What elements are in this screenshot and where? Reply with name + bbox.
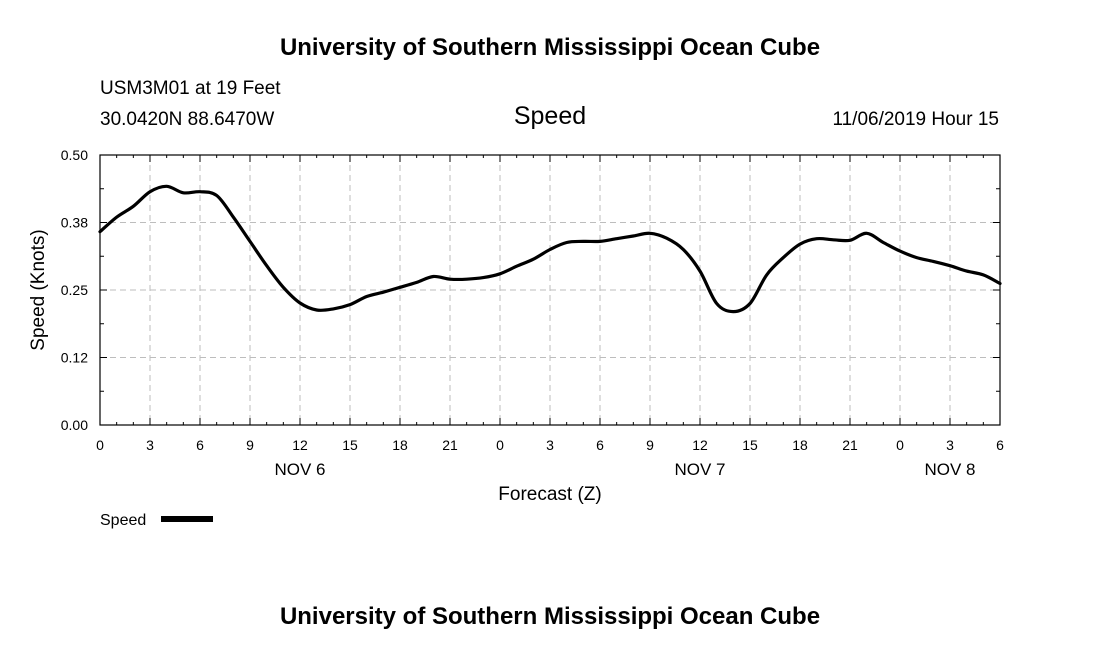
series-layer — [98, 184, 1002, 314]
date-label: NOV 6 — [274, 460, 325, 479]
date-label: NOV 7 — [674, 460, 725, 479]
y-tick-label: 0.50 — [61, 147, 88, 163]
date-label: NOV 8 — [924, 460, 975, 479]
y-axis-label: Speed (Knots) — [28, 229, 49, 350]
y-tick-label: 0.38 — [61, 215, 88, 231]
timestamp-label: 11/06/2019 Hour 15 — [832, 109, 999, 130]
x-tick-label: 0 — [496, 437, 504, 453]
station-label: USM3M01 at 19 Feet — [100, 78, 281, 99]
x-tick-label: 15 — [342, 437, 358, 453]
legend-swatch — [161, 516, 213, 522]
plot-frame — [99, 154, 1001, 426]
x-tick-label: 21 — [442, 437, 458, 453]
gridlines — [100, 155, 1000, 425]
x-tick-label: 9 — [246, 437, 254, 453]
coordinates-label: 30.0420N 88.6470W — [100, 109, 274, 130]
x-tick-label: 0 — [96, 437, 104, 453]
x-tick-label: 3 — [146, 437, 154, 453]
x-tick-label: 6 — [596, 437, 604, 453]
x-tick-label: 6 — [196, 437, 204, 453]
legend-label: Speed — [100, 512, 146, 529]
x-tick-label: 6 — [996, 437, 1004, 453]
x-tick-label: 3 — [546, 437, 554, 453]
y-tick-labels: 0.00 0.12 0.25 0.38 0.50 — [61, 147, 88, 433]
x-tick-label: 18 — [792, 437, 808, 453]
x-tick-label: 0 — [896, 437, 904, 453]
chart-title: University of Southern Mississippi Ocean… — [280, 34, 820, 61]
y-tick-label: 0.25 — [61, 282, 88, 298]
x-tick-label: 12 — [292, 437, 308, 453]
y-tick-label: 0.12 — [61, 350, 88, 366]
legend: Speed — [100, 512, 213, 529]
date-labels: NOV 6 NOV 7 NOV 8 — [274, 460, 975, 479]
variable-title: Speed — [514, 102, 586, 130]
x-tick-label: 9 — [646, 437, 654, 453]
speed-series-line — [98, 184, 1002, 314]
x-tick-label: 21 — [842, 437, 858, 453]
x-tick-labels: 0 3 6 9 12 15 18 21 0 3 6 9 12 15 18 21 0 3 6 — [96, 437, 1004, 453]
x-axis-label: Forecast (Z) — [498, 484, 601, 505]
x-tick-label: 3 — [946, 437, 954, 453]
y-tick-label: 0.00 — [61, 417, 88, 433]
x-tick-label: 15 — [742, 437, 758, 453]
x-tick-label: 18 — [392, 437, 408, 453]
x-tick-label: 12 — [692, 437, 708, 453]
footer-title: University of Southern Mississippi Ocean… — [280, 603, 820, 630]
